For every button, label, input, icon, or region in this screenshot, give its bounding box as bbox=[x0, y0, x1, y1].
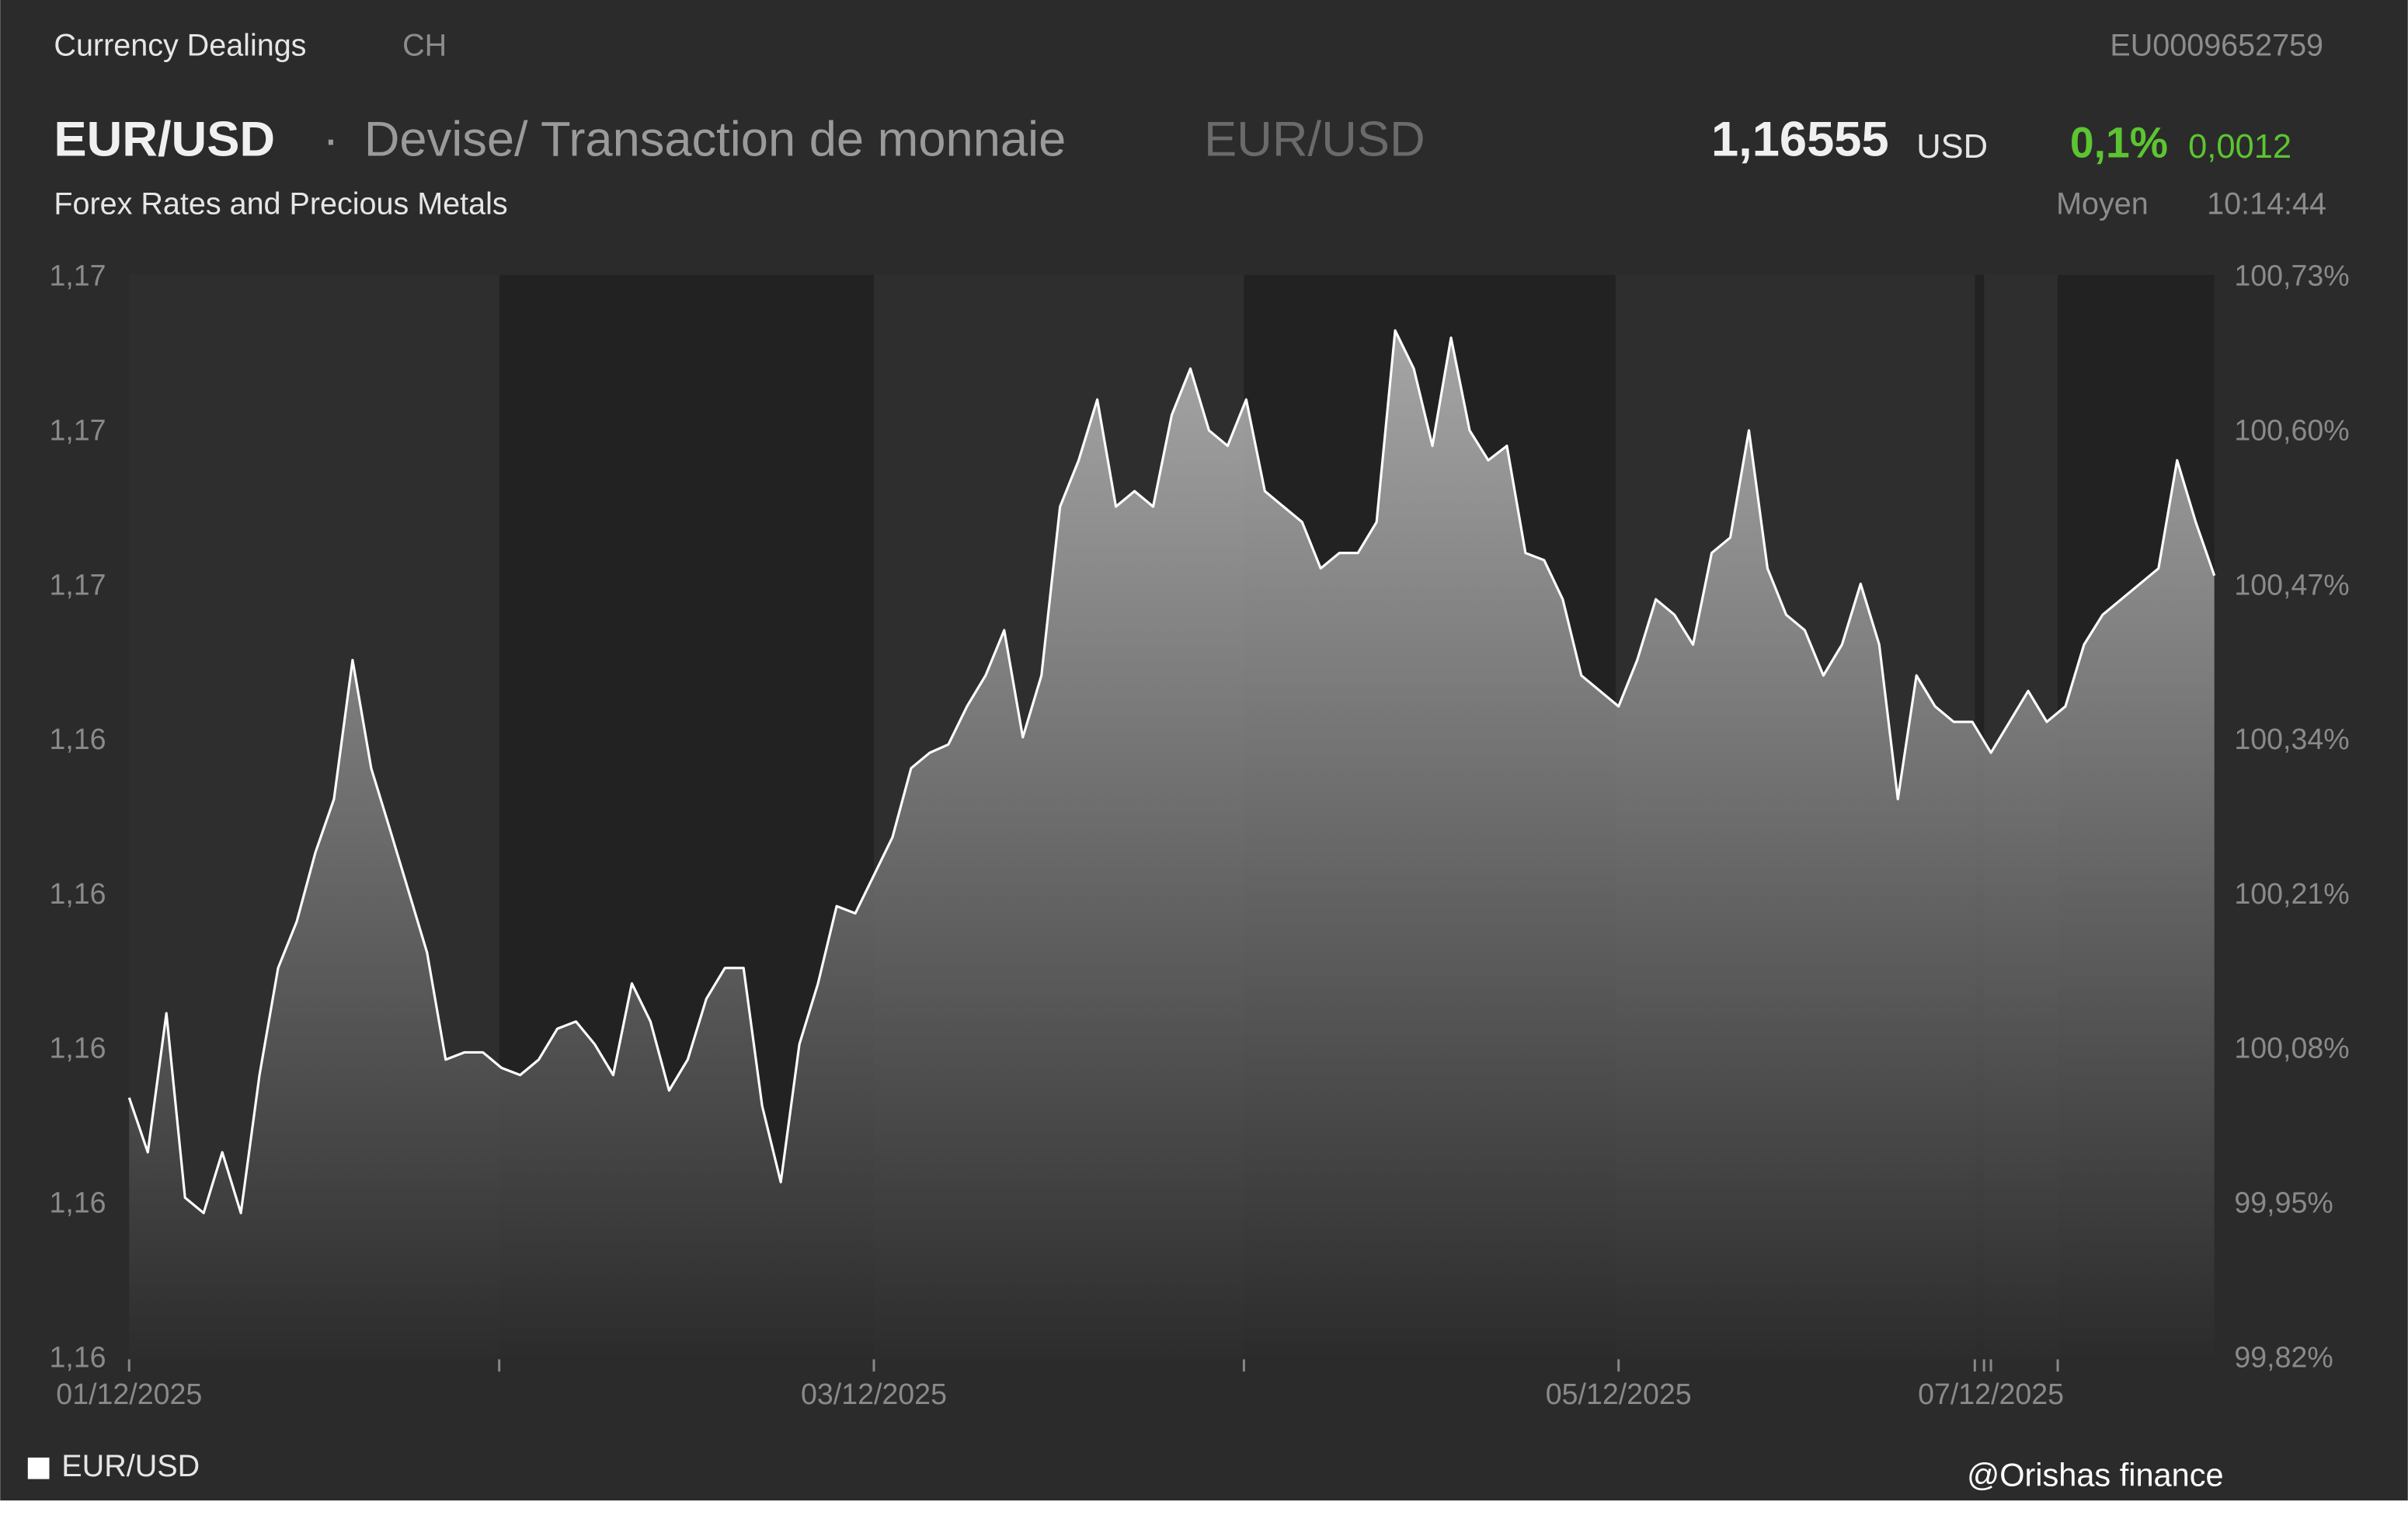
y2-tick-label: 99,95% bbox=[2234, 1186, 2333, 1219]
x-tick-label: 07/12/2025 bbox=[1918, 1378, 2064, 1410]
legend-swatch bbox=[27, 1457, 50, 1479]
time: 10:14:44 bbox=[2207, 186, 2326, 221]
symbol-alt: EUR/USD bbox=[1204, 113, 1425, 167]
line bbox=[127, 329, 2216, 1214]
watermark: @Orishas finance bbox=[1967, 1457, 2223, 1493]
isin: EU0009652759 bbox=[2110, 29, 2323, 63]
price: 1,16555 bbox=[1711, 113, 1889, 167]
subtitle: Forex Rates and Precious Metals bbox=[54, 186, 507, 221]
y-tick-label: 1,17 bbox=[49, 414, 106, 447]
change-abs: 0,0012 bbox=[2188, 128, 2291, 165]
x-tick-label: 03/12/2025 bbox=[801, 1378, 947, 1410]
y-tick-label: 1,17 bbox=[49, 260, 106, 292]
x-tick-label: 01/12/2025 bbox=[56, 1378, 202, 1410]
x-tick-label: 05/12/2025 bbox=[1546, 1378, 1692, 1410]
y-tick-label: 1,16 bbox=[49, 1032, 106, 1064]
section: Currency Dealings bbox=[54, 29, 306, 63]
area-fill bbox=[129, 330, 2215, 1360]
y2-tick-label: 100,34% bbox=[2234, 723, 2349, 755]
country: CH bbox=[402, 29, 447, 63]
y-tick-label: 1,16 bbox=[49, 1186, 106, 1219]
y2-tick-label: 100,73% bbox=[2234, 260, 2349, 292]
y-tick-label: 1,16 bbox=[49, 877, 106, 910]
y2-tick-label: 100,21% bbox=[2234, 877, 2349, 910]
y2-tick-label: 100,08% bbox=[2234, 1032, 2349, 1064]
y-tick-label: 1,16 bbox=[49, 1340, 106, 1373]
price-type: Moyen bbox=[2056, 186, 2149, 221]
y2-tick-label: 99,82% bbox=[2234, 1340, 2333, 1373]
y-tick-label: 1,17 bbox=[49, 568, 106, 601]
y2-tick-label: 100,60% bbox=[2234, 414, 2349, 447]
y-tick-label: 1,16 bbox=[49, 723, 106, 755]
description: Devise/ Transaction de monnaie bbox=[364, 113, 1067, 167]
bottom-strip bbox=[0, 1500, 2408, 1519]
currency: USD bbox=[1916, 128, 1988, 165]
change-pct: 0,1% bbox=[2070, 118, 2168, 166]
y2-tick-label: 100,47% bbox=[2234, 568, 2349, 601]
legend-label: EUR/USD bbox=[61, 1449, 200, 1483]
symbol: EUR/USD bbox=[54, 113, 275, 167]
separator: · bbox=[322, 113, 339, 167]
